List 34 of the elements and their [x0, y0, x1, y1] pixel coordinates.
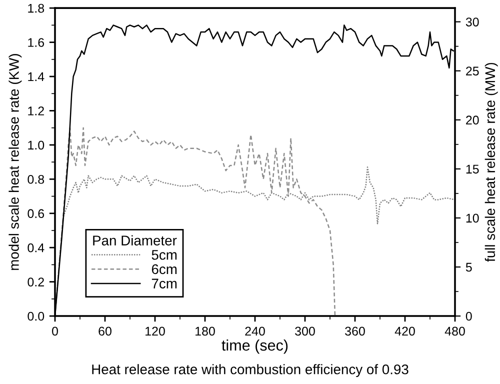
x-tick-label: 300 [295, 326, 315, 336]
y2-tick-label: 0 [466, 312, 472, 321]
x-tick-label: 420 [394, 326, 415, 336]
x-tick-label: 120 [146, 326, 165, 336]
y2-tick-label: 30 [466, 18, 479, 26]
legend-label: 5cm [152, 250, 177, 260]
y2-tick-label: 20 [466, 116, 479, 125]
y2-tick-label: 25 [466, 66, 479, 76]
y-tick-label: 1.4 [28, 72, 44, 82]
y-tick-label: 0.8 [28, 174, 44, 184]
y-tick-label: 0.4 [28, 243, 44, 252]
legend-label: 6cm [152, 264, 177, 274]
y-axis-title: model scale heat release rate (KW) [8, 54, 22, 270]
y2-tick-label: 5 [466, 262, 472, 272]
x-tick-label: 240 [245, 326, 265, 336]
x-axis-title: time (sec) [222, 339, 288, 354]
y2-tick-label: 10 [466, 214, 479, 223]
y-tick-label: 0.0 [28, 312, 44, 321]
x-tick-label: 360 [345, 326, 365, 336]
legend-label: 7cm [152, 278, 177, 288]
y-tick-label: 1.2 [28, 106, 44, 116]
y-tick-label: 1.0 [28, 140, 44, 150]
y2-tick-label: 15 [466, 164, 479, 174]
legend-title: Pan Diameter [93, 235, 177, 246]
y-tick-label: 0.2 [28, 278, 44, 286]
x-tick-label: 60 [98, 326, 112, 336]
x-tick-label: 180 [196, 326, 215, 336]
y-tick-label: 1.6 [28, 38, 44, 47]
y-tick-label: 1.8 [28, 4, 44, 13]
y-tick-label: 0.6 [28, 209, 44, 218]
x-tick-label: 0 [52, 326, 58, 336]
x-tick-label: 480 [444, 326, 465, 336]
text: Heat release rate with combustion efficiency of 0.93 [92, 364, 408, 378]
y2-axis-title: full scale heat release rate (MW) [484, 62, 498, 262]
